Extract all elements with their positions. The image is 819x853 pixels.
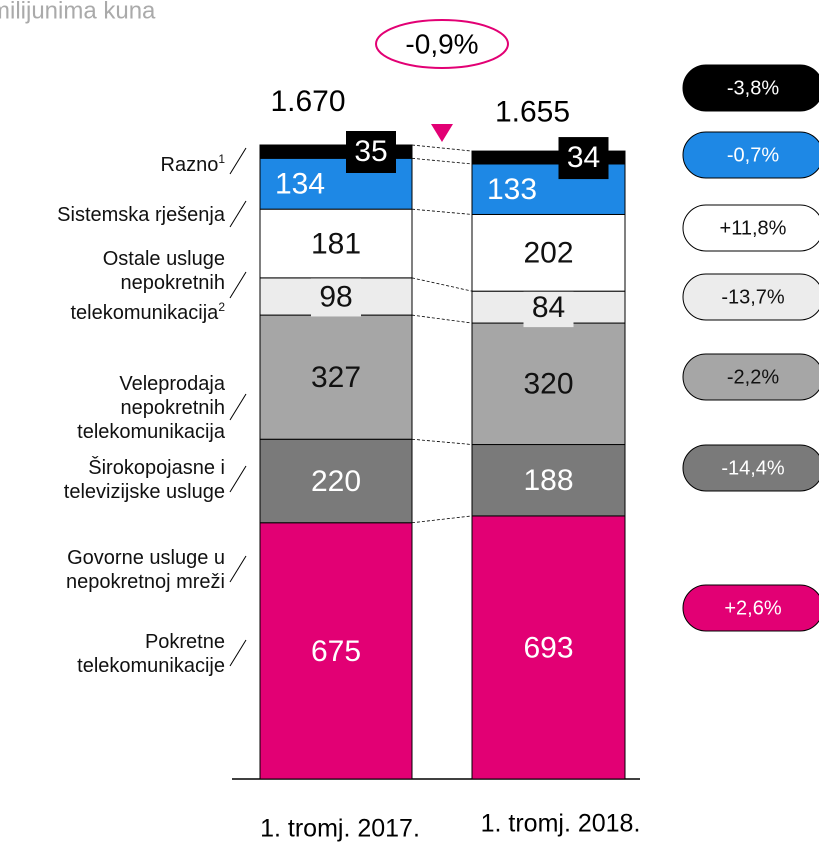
- connector: [411, 314, 473, 324]
- label-box: [523, 287, 574, 328]
- series-name: Razno: [160, 153, 219, 176]
- value-label: 98: [319, 280, 352, 313]
- arrow: [431, 124, 453, 142]
- change-label: -0,7%: [727, 144, 779, 166]
- value-label: 202: [523, 237, 573, 270]
- value-label: 181: [311, 227, 361, 260]
- leader-line: [229, 271, 247, 299]
- series-label: Veleprodaja nepokretnih telekomunikacija: [77, 372, 225, 444]
- bar-segment: [471, 322, 626, 446]
- value-label: 84: [532, 291, 565, 324]
- change-pill: [682, 353, 819, 401]
- change-label: +11,8%: [720, 217, 787, 239]
- footnote: 1: [218, 152, 225, 167]
- change-label: -3,8%: [727, 77, 779, 99]
- change-label: +2,6%: [724, 597, 781, 619]
- bar-segment: [471, 213, 626, 292]
- connector: [411, 277, 473, 292]
- value-label: 320: [523, 368, 573, 401]
- series-label: Razno1: [161, 147, 226, 177]
- leader-line: [229, 555, 247, 583]
- bar-segment: [471, 444, 626, 517]
- total-label: 1.655: [495, 96, 570, 129]
- leader-line: [229, 465, 247, 493]
- series-label: Govorne usluge u nepokretnoj mreži: [66, 546, 225, 594]
- change-pill: [682, 131, 819, 179]
- total-label: 1.670: [270, 85, 345, 118]
- total-change-pill: [375, 19, 509, 69]
- series-name: Govorne usluge u nepokretnoj mreži: [66, 547, 225, 593]
- connector: [411, 144, 473, 152]
- connector: [411, 515, 473, 524]
- subtitle: milijunima kuna: [0, 0, 156, 24]
- change-pill: [682, 273, 819, 321]
- leader-line: [229, 147, 247, 175]
- value-label: 133: [487, 173, 537, 206]
- series-name: Ostale usluge nepokretnih telekomunikaci…: [70, 248, 225, 324]
- change-pill: [682, 204, 819, 252]
- bar-segment: [259, 208, 413, 279]
- series-label: Sistemska rješenja: [57, 203, 225, 227]
- leader-line: [229, 200, 247, 228]
- series-label: Širokopojasne i televizijske usluge: [64, 456, 225, 504]
- connector: [411, 208, 473, 215]
- value-label: 675: [311, 635, 361, 668]
- leader-line: [229, 393, 247, 421]
- change-pill: [682, 64, 819, 112]
- label-box: [346, 131, 396, 173]
- change-label: -13,7%: [721, 286, 785, 308]
- series-label: Ostale usluge nepokretnih telekomunikaci…: [70, 247, 225, 325]
- label-box: [558, 137, 609, 180]
- change-pill: [682, 584, 819, 632]
- change-pill: [682, 444, 819, 492]
- series-name: Širokopojasne i televizijske usluge: [63, 457, 225, 503]
- value-label: 134: [275, 168, 325, 201]
- bar-segment: [259, 522, 413, 780]
- x-tick-label: 1. tromj. 2017.: [260, 815, 420, 843]
- footnote: 2: [218, 300, 225, 315]
- connector: [411, 438, 473, 445]
- value-label: 693: [523, 631, 573, 664]
- series-name: Veleprodaja nepokretnih telekomunikacija: [77, 373, 225, 443]
- series-label: Pokretne telekomunikacije: [77, 630, 225, 678]
- value-label: 220: [311, 465, 361, 498]
- value-label: 327: [311, 361, 361, 394]
- change-label: -14,4%: [721, 457, 785, 479]
- x-tick-label: 1. tromj. 2018.: [481, 810, 641, 838]
- bar-segment: [259, 314, 413, 440]
- series-name: Pokretne telekomunikacije: [77, 631, 225, 677]
- connector: [411, 157, 473, 165]
- bar-segment: [471, 515, 626, 780]
- value-label: 188: [523, 464, 573, 497]
- label-box: [311, 276, 361, 317]
- series-name: Sistemska rješenja: [57, 204, 225, 226]
- bar-segment: [259, 438, 413, 524]
- total-change: -0,9%: [405, 28, 478, 59]
- value-label: 35: [354, 135, 387, 168]
- value-label: 34: [567, 141, 600, 174]
- change-label: -2,2%: [727, 366, 779, 388]
- leader-line: [229, 639, 247, 667]
